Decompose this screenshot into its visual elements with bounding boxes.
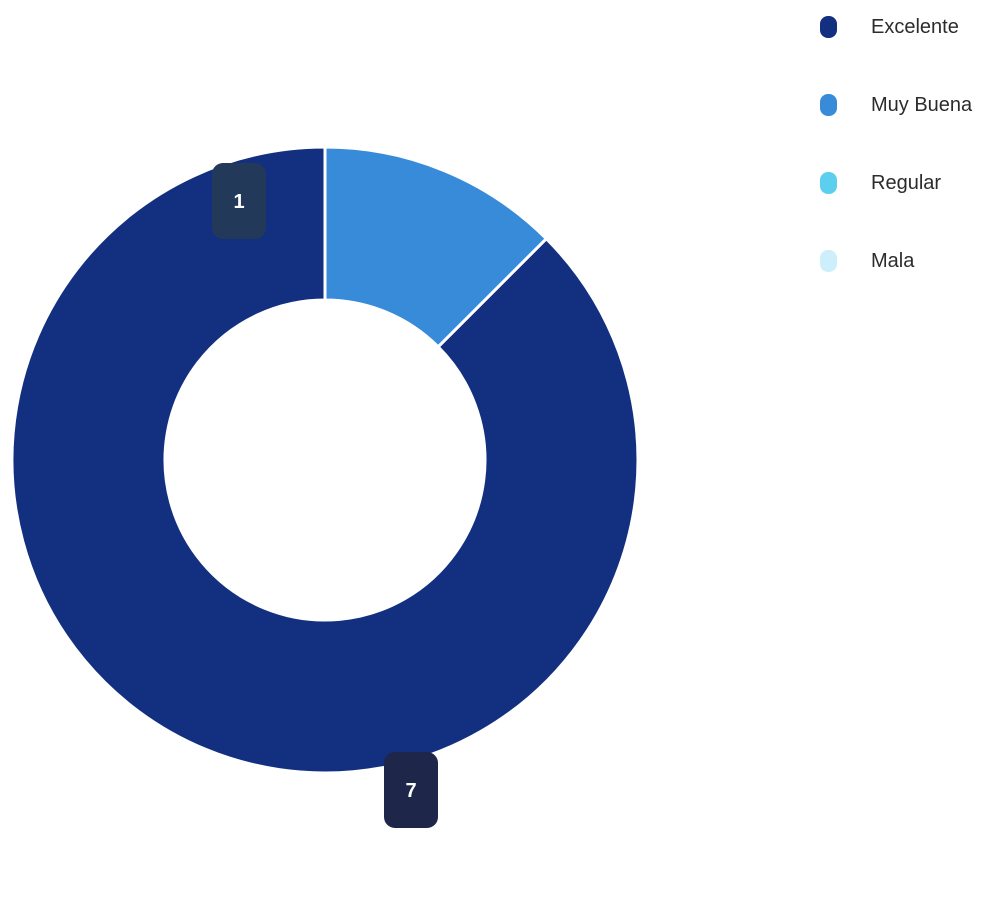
legend-label: Mala [871, 249, 915, 272]
data-label-badge [212, 163, 266, 239]
data-label-muy-buena: 1 [212, 163, 266, 239]
legend-item-regular[interactable]: Regular [820, 164, 990, 202]
legend-item-mala[interactable]: Mala [820, 242, 990, 280]
legend-item-excelente[interactable]: Excelente [820, 8, 990, 46]
data-label-excelente: 7 [384, 752, 438, 828]
chart-legend: Excelente Muy Buena Regular Mala [820, 8, 990, 320]
data-label-text: 1 [233, 191, 244, 213]
legend-swatch [820, 172, 837, 194]
legend-item-muy-buena[interactable]: Muy Buena [820, 86, 990, 124]
legend-swatch [820, 94, 837, 116]
slice-excelente[interactable] [10, 145, 640, 775]
legend-swatch [820, 16, 837, 38]
data-label-text: 7 [405, 780, 416, 802]
legend-label: Regular [871, 171, 942, 194]
slice-muy-buena[interactable] [323, 145, 549, 349]
legend-label: Excelente [871, 15, 959, 38]
legend-label: Muy Buena [871, 93, 973, 116]
legend-swatch [820, 250, 837, 272]
data-label-badge [384, 752, 438, 828]
